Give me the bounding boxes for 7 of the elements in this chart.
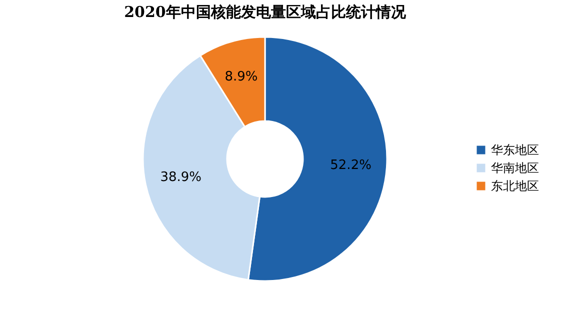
data-label: 38.9%	[160, 170, 202, 185]
data-label: 52.2%	[330, 158, 372, 173]
legend-label: 东北地区	[491, 179, 539, 193]
legend-label: 华东地区	[491, 143, 539, 157]
data-label: 8.9%	[224, 69, 258, 84]
legend-label: 华南地区	[491, 161, 539, 175]
chart-title: 2020年中国核能发电量区域占比统计情况	[124, 3, 407, 21]
